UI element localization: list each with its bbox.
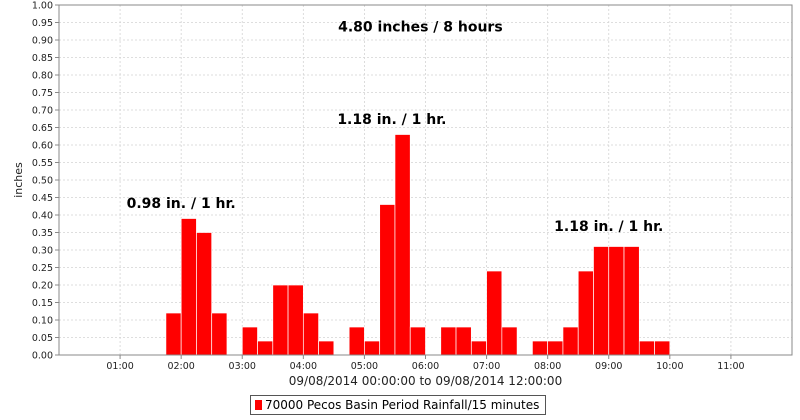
y-tick-label: 0.25 [32,263,53,274]
rainfall-bar [318,340,335,356]
x-tick-label: 07:00 [473,361,500,372]
x-tick-label: 06:00 [412,361,439,372]
rainfall-bar [272,284,289,356]
y-tick-label: 0.15 [32,298,53,309]
y-axis-label: inches [12,162,25,198]
rainfall-bar [287,284,304,356]
y-tick-label: 0.35 [32,228,53,239]
x-tick-label: 05:00 [351,361,378,372]
y-tick-label: 0.05 [32,333,53,344]
rainfall-bar [501,326,518,356]
y-tick-label: 0.00 [32,351,53,362]
rainfall-bar [165,312,182,356]
rainfall-bar [257,340,274,356]
x-tick-label: 10:00 [656,361,683,372]
y-tick-label: 0.85 [32,53,53,64]
rainfall-bar [348,326,365,356]
rainfall-bar [379,204,396,356]
y-tick-label: 0.45 [32,193,53,204]
x-tick-label: 04:00 [290,361,317,372]
rainfall-bar [486,270,503,356]
rainfall-bar [302,312,319,356]
y-tick-label: 0.70 [32,106,53,117]
rainfall-bar [593,246,610,356]
y-tick-label: 0.20 [32,281,53,292]
annotation-label: 4.80 inches / 8 hours [338,19,503,35]
chart-plot: 0.00 0.05 0.10 0.15 0.20 0.25 0.30 0.35 0.40 0.45… [12,1,793,388]
x-tick-label: 01:00 [106,361,133,372]
rainfall-bar [455,326,472,356]
rainfall-bar [364,340,381,356]
rainfall-bar [440,326,457,356]
rainfall-bar [623,246,640,356]
rainfall-bar [241,326,258,356]
y-tick-label: 0.80 [32,71,53,82]
rainfall-bar [638,340,655,356]
x-axis-label: 09/08/2014 00:00:00 to 09/08/2014 12:00:… [289,374,562,388]
rainfall-bar [608,246,625,356]
x-tick-label: 11:00 [717,361,744,372]
y-tick-label: 0.10 [32,316,53,327]
y-tick-label: 0.75 [32,88,53,99]
annotation-label: 1.18 in. / 1 hr. [337,112,446,128]
y-tick-label: 0.60 [32,141,53,152]
legend: 70000 Pecos Basin Period Rainfall/15 min… [250,395,547,415]
rainfall-bar [547,340,564,356]
rainfall-bar [180,218,197,356]
legend-label: 70000 Pecos Basin Period Rainfall/15 min… [265,398,540,412]
rainfall-bar [470,340,487,356]
rainfall-bar [211,312,228,356]
annotation-label: 0.98 in. / 1 hr. [127,196,236,212]
y-tick-label: 0.90 [32,36,53,47]
rainfall-bar [196,232,213,356]
y-tick-label: 1.00 [32,1,53,12]
y-tick-label: 0.40 [32,211,53,222]
rainfall-bar [577,270,594,356]
rainfall-bar [654,340,671,356]
y-tick-label: 0.65 [32,123,53,134]
x-tick-label: 02:00 [167,361,194,372]
legend-swatch [255,400,262,410]
annotation-label: 1.18 in. / 1 hr. [554,219,663,235]
rainfall-bar [562,326,579,356]
y-tick-label: 0.55 [32,158,53,169]
y-tick-label: 0.95 [32,18,53,29]
x-tick-label: 08:00 [534,361,561,372]
x-tick-label: 03:00 [229,361,256,372]
x-tick-label: 09:00 [595,361,622,372]
y-tick-label: 0.50 [32,176,53,187]
y-tick-label: 0.30 [32,246,53,257]
rainfall-bar [532,340,549,356]
rainfall-bar [394,134,411,356]
rainfall-bar [409,326,426,356]
plot-border [58,4,793,356]
